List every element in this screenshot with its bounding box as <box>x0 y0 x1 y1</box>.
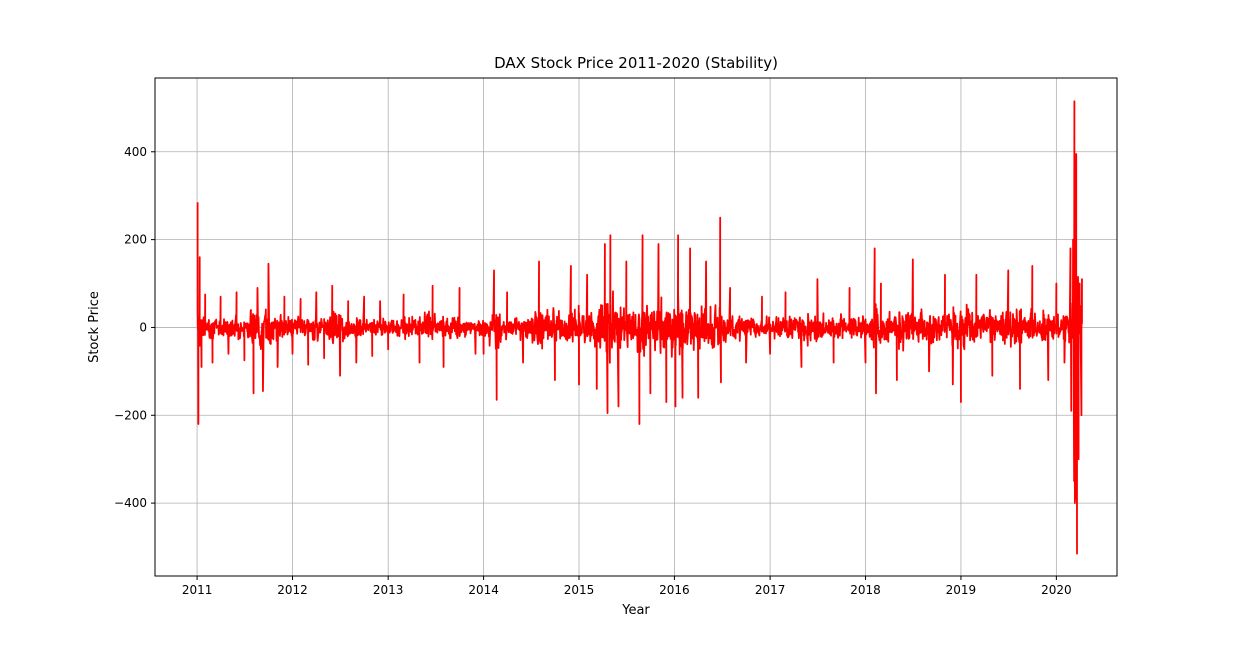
y-axis-label: Stock Price <box>87 291 102 363</box>
x-tick-label: 2015 <box>564 583 595 597</box>
series-layer <box>196 100 1083 555</box>
x-tick-label: 2011 <box>182 583 213 597</box>
y-tick-label: 200 <box>124 233 147 247</box>
x-tick-label: 2013 <box>373 583 404 597</box>
x-tick-label: 2016 <box>659 583 690 597</box>
x-tick-label: 2018 <box>850 583 881 597</box>
x-tick-label: 2014 <box>468 583 499 597</box>
x-axis: 2011 2012 2013 2014 2015 2016 2017 2018 2019 2020 <box>182 576 1072 597</box>
x-tick-label: 2017 <box>755 583 786 597</box>
y-axis: −400 −200 0 200 400 <box>114 145 155 510</box>
x-tick-label: 2020 <box>1041 583 1072 597</box>
x-axis-label: Year <box>621 603 650 618</box>
series-line <box>196 100 1083 555</box>
y-tick-label: −200 <box>114 408 147 422</box>
chart-title: DAX Stock Price 2011-2020 (Stability) <box>494 54 778 72</box>
y-tick-label: 0 <box>139 320 147 334</box>
y-tick-label: 400 <box>124 145 147 159</box>
y-tick-label: −400 <box>114 496 147 510</box>
x-tick-label: 2012 <box>277 583 308 597</box>
x-tick-label: 2019 <box>946 583 977 597</box>
